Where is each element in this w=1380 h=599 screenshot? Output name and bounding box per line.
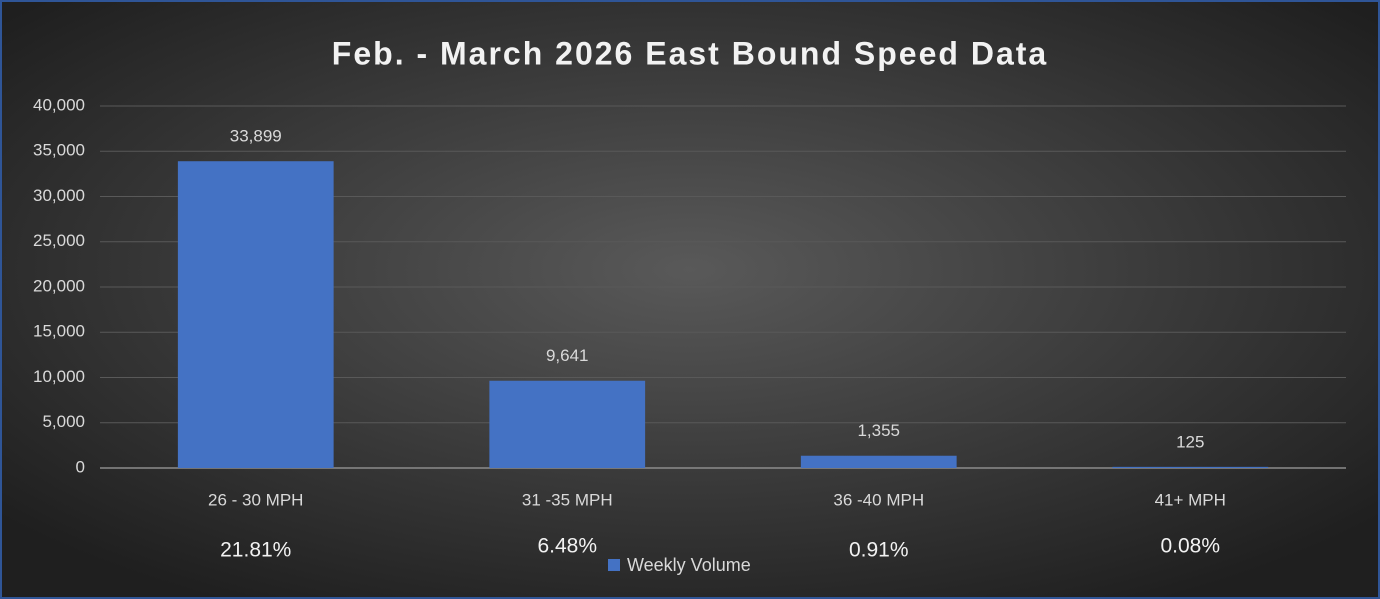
data-label: 9,641 [546,346,589,365]
y-tick-label: 30,000 [33,186,85,205]
data-label: 33,899 [230,127,282,146]
annotation: 6.48% [537,535,597,558]
bar [177,161,334,468]
x-tick-label: 41+ MPH [1155,490,1226,509]
data-label: 1,355 [857,421,900,440]
y-tick-label: 25,000 [33,231,85,250]
y-tick-label: 35,000 [33,141,85,160]
y-tick-label: 20,000 [33,276,85,295]
bar [800,455,957,468]
bar [1112,466,1269,468]
x-tick-label: 26 - 30 MPH [208,490,303,509]
bar [489,380,646,468]
annotation: 0.91% [849,539,909,562]
y-tick-label: 40,000 [33,95,85,114]
legend-label: Weekly Volume [627,555,751,575]
x-tick-label: 31 -35 MPH [522,490,613,509]
y-tick-label: 0 [76,457,85,476]
data-label: 125 [1176,432,1204,451]
annotation: 21.81% [220,539,291,562]
y-tick-label: 15,000 [33,322,85,341]
legend-marker [608,559,620,571]
chart-title: Feb. - March 2026 East Bound Speed Data [332,35,1048,71]
y-tick-label: 10,000 [33,367,85,386]
y-tick-label: 5,000 [42,412,85,431]
annotation: 0.08% [1160,535,1220,558]
x-tick-label: 36 -40 MPH [833,490,924,509]
